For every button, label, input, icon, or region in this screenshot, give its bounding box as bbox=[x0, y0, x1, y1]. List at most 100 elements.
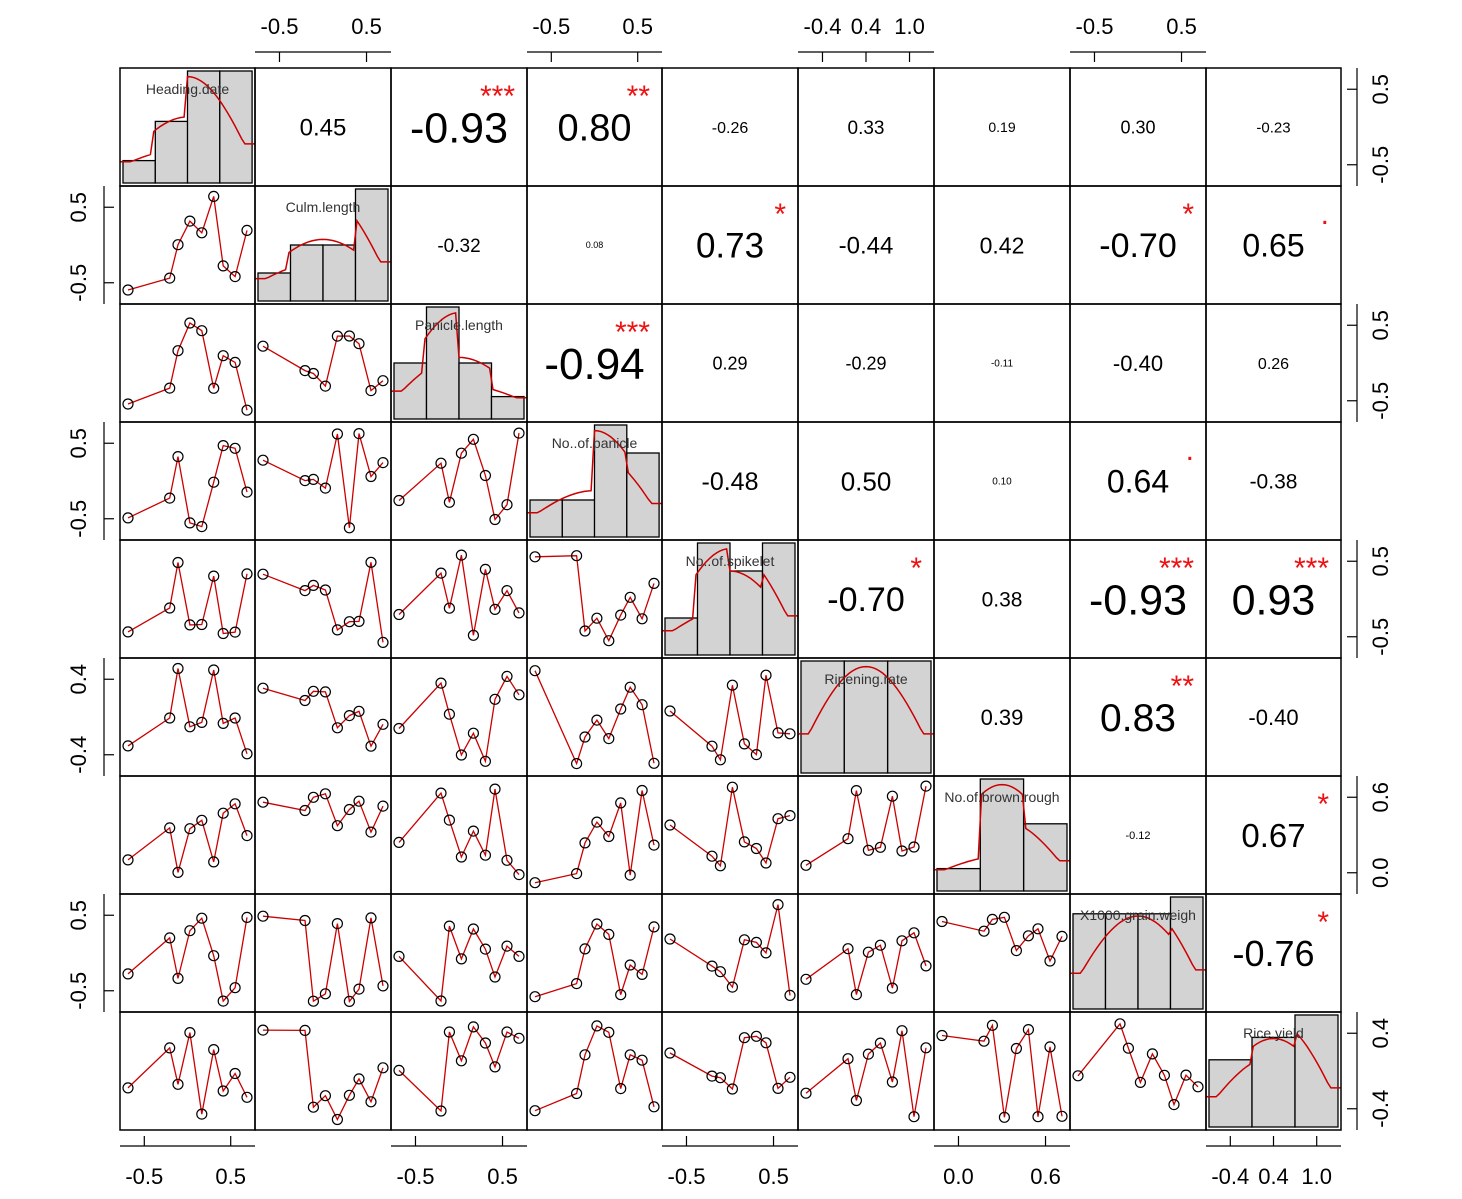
scatter-point bbox=[353, 615, 365, 628]
scatter-point bbox=[435, 1105, 447, 1117]
scatter-point bbox=[299, 694, 311, 707]
panel-r6-c4 bbox=[661, 775, 799, 895]
scatter-point bbox=[726, 679, 739, 691]
scatter-point bbox=[307, 367, 319, 380]
scatter-point bbox=[850, 988, 863, 1001]
panel-r2-c5: -0.29 bbox=[797, 303, 935, 423]
scatter-point bbox=[850, 1094, 863, 1107]
scatter-point bbox=[579, 837, 591, 849]
scatter-point bbox=[217, 995, 229, 1007]
scatter-point bbox=[299, 914, 311, 927]
scatter-point bbox=[365, 912, 377, 924]
panel-border bbox=[254, 775, 392, 895]
scatter-point bbox=[435, 787, 447, 799]
panel-border bbox=[526, 657, 663, 777]
right-tick-label: 0.6 bbox=[1368, 782, 1393, 813]
scatter-point bbox=[908, 841, 920, 853]
panel-r2-c8: 0.26 bbox=[1205, 303, 1342, 423]
bottom-tick-label: 0.5 bbox=[215, 1164, 246, 1189]
axes-layer: -0.5 0.5 -0.5 0.5 -0.4 0.4 1.0 -0.5 0.5 -0.5 0.5 -0… bbox=[66, 14, 1393, 1189]
scatter-point bbox=[874, 1037, 887, 1049]
histogram-bar bbox=[843, 660, 889, 774]
density-line bbox=[527, 429, 662, 514]
scatter-point bbox=[1122, 1042, 1135, 1054]
scatter-point bbox=[513, 427, 525, 439]
scatter-point bbox=[365, 826, 377, 838]
right-tick-label: -0.5 bbox=[1368, 382, 1393, 420]
smooth-line bbox=[398, 788, 520, 876]
correlation-value: -0.76 bbox=[1232, 933, 1314, 974]
smooth-line bbox=[398, 925, 520, 1003]
scatter-point bbox=[241, 748, 253, 760]
panel-r5-c0 bbox=[119, 657, 256, 777]
scatter-point bbox=[501, 584, 513, 597]
density-line bbox=[120, 75, 255, 163]
correlation-value: 0.30 bbox=[1120, 117, 1155, 137]
scatter-point bbox=[307, 685, 319, 697]
scatter-point bbox=[636, 699, 648, 711]
scatter-point bbox=[896, 845, 908, 857]
panel-border bbox=[254, 657, 392, 777]
scatter-point bbox=[648, 1101, 660, 1113]
scatter-point bbox=[467, 825, 479, 837]
scatter-point bbox=[393, 608, 405, 621]
scatter-point bbox=[1072, 1070, 1084, 1082]
scatter-point bbox=[479, 1037, 491, 1049]
scatter-point bbox=[591, 714, 603, 726]
scatter-point bbox=[603, 635, 615, 647]
scatter-point bbox=[319, 380, 331, 392]
scatter-point bbox=[257, 340, 269, 352]
scatter-point bbox=[479, 563, 491, 576]
scatter-point bbox=[217, 350, 229, 362]
correlation-value: -0.38 bbox=[1250, 471, 1298, 494]
scatter-point bbox=[1158, 1069, 1171, 1081]
panel-border bbox=[254, 303, 392, 423]
smooth-line bbox=[534, 790, 655, 884]
scatter-point bbox=[896, 935, 908, 947]
scatter-point bbox=[615, 703, 627, 715]
panel-border bbox=[1205, 1011, 1342, 1131]
scatter-point bbox=[513, 607, 525, 619]
scatter-point bbox=[615, 1082, 627, 1095]
panel-r8-c8: Rice.yield bbox=[1205, 1011, 1342, 1131]
scatter-point bbox=[886, 982, 899, 994]
scatter-point bbox=[196, 325, 208, 337]
scatter-point bbox=[714, 966, 727, 978]
scatter-point bbox=[241, 1091, 253, 1103]
panel-r3-c8: -0.38 bbox=[1205, 421, 1342, 541]
panel-r1-c4: 0.73 * bbox=[661, 185, 799, 305]
variable-label: Rice.yield bbox=[1243, 1025, 1304, 1041]
scatter-point bbox=[738, 738, 751, 750]
scatter-point bbox=[886, 790, 899, 802]
panel-r4-c8: 0.93*** bbox=[1205, 539, 1342, 659]
panel-border bbox=[661, 1011, 799, 1131]
scatter-point bbox=[886, 1076, 899, 1088]
scatter-point bbox=[664, 819, 676, 831]
scatter-point bbox=[998, 1111, 1011, 1123]
scatter-point bbox=[603, 1026, 615, 1038]
scatter-point bbox=[365, 556, 377, 568]
correlation-value: 0.38 bbox=[982, 589, 1023, 612]
histogram-bar bbox=[1072, 913, 1107, 1010]
scatter-point bbox=[229, 982, 241, 994]
scatter-point bbox=[365, 740, 377, 752]
scatter-point bbox=[936, 1029, 948, 1042]
scatter-point bbox=[579, 1049, 591, 1061]
scatter-point bbox=[479, 469, 491, 482]
scatter-point bbox=[196, 1108, 208, 1120]
histogram-bar bbox=[257, 272, 292, 302]
scatter-point bbox=[615, 989, 627, 1001]
scatter-point bbox=[208, 382, 220, 394]
scatter-point bbox=[241, 911, 253, 924]
scatter-point bbox=[570, 867, 583, 880]
scatter-point bbox=[331, 1113, 343, 1126]
scatter-point bbox=[208, 476, 220, 488]
scatter-point bbox=[874, 939, 887, 951]
scatter-point bbox=[489, 513, 501, 526]
smooth-line bbox=[262, 433, 384, 528]
correlation-value: 0.33 bbox=[848, 118, 885, 139]
density-line bbox=[662, 547, 798, 632]
scatter-point bbox=[714, 860, 727, 872]
panel-r5-c6: 0.39 bbox=[933, 657, 1071, 777]
scatter-point bbox=[772, 727, 784, 739]
